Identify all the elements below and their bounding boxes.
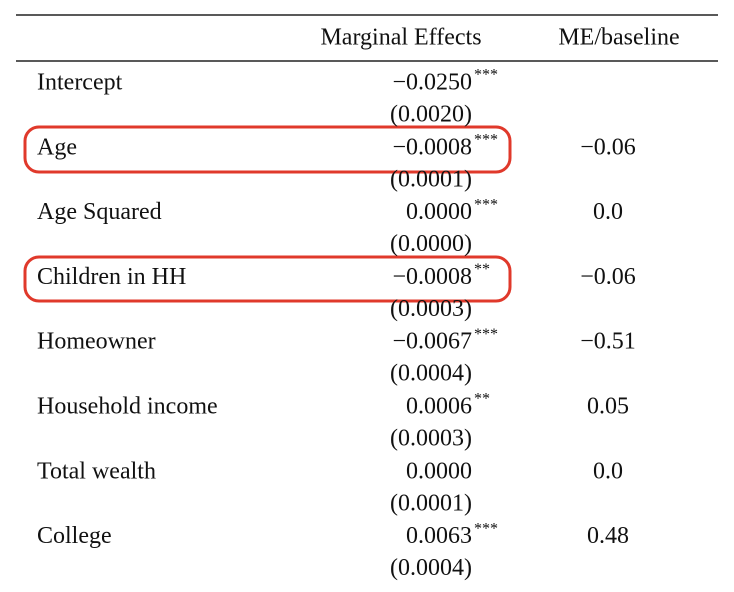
coefficient: −0.0250 (392, 70, 472, 96)
me-baseline: 0.48 (587, 523, 629, 549)
coefficient: 0.0000 (406, 458, 472, 484)
me-baseline: 0.05 (587, 394, 629, 420)
standard-error: (0.0000) (390, 231, 472, 257)
me-baseline: 0.0 (593, 458, 623, 484)
coefficient: 0.0063 (406, 523, 472, 549)
me-baseline: −0.06 (580, 264, 636, 290)
significance-stars: *** (474, 67, 498, 84)
coefficient: −0.0008 (392, 264, 472, 290)
significance-stars: ** (474, 261, 490, 278)
highlight-box (23, 125, 512, 174)
me-baseline: 0.0 (593, 199, 623, 225)
standard-error: (0.0003) (390, 426, 472, 452)
row-label: Age (37, 134, 77, 160)
column-header: Marginal Effects (320, 25, 481, 51)
row-label: Total wealth (37, 458, 156, 484)
significance-stars: ** (474, 391, 490, 408)
standard-error: (0.0004) (390, 361, 472, 387)
standard-error: (0.0001) (390, 166, 472, 192)
significance-stars: *** (474, 520, 498, 537)
significance-stars: *** (474, 131, 498, 148)
column-header: ME/baseline (558, 25, 679, 51)
significance-stars: *** (474, 326, 498, 343)
row-label: Intercept (37, 70, 123, 96)
standard-error: (0.0004) (390, 555, 472, 581)
coefficient: −0.0067 (392, 329, 472, 355)
row-label: College (37, 523, 112, 549)
row-label: Homeowner (37, 329, 156, 355)
coefficient: 0.0006 (406, 394, 472, 420)
me-baseline: −0.06 (580, 134, 636, 160)
row-label: Household income (37, 394, 218, 420)
coefficient: −0.0008 (392, 134, 472, 160)
row-label: Age Squared (37, 199, 162, 225)
coefficient: 0.0000 (406, 199, 472, 225)
me-baseline: −0.51 (580, 329, 636, 355)
row-label: Children in HH (37, 264, 186, 290)
significance-stars: *** (474, 196, 498, 213)
highlight-box (23, 255, 512, 303)
standard-error: (0.0003) (390, 296, 472, 322)
standard-error: (0.0020) (390, 102, 472, 128)
standard-error: (0.0001) (390, 490, 472, 516)
